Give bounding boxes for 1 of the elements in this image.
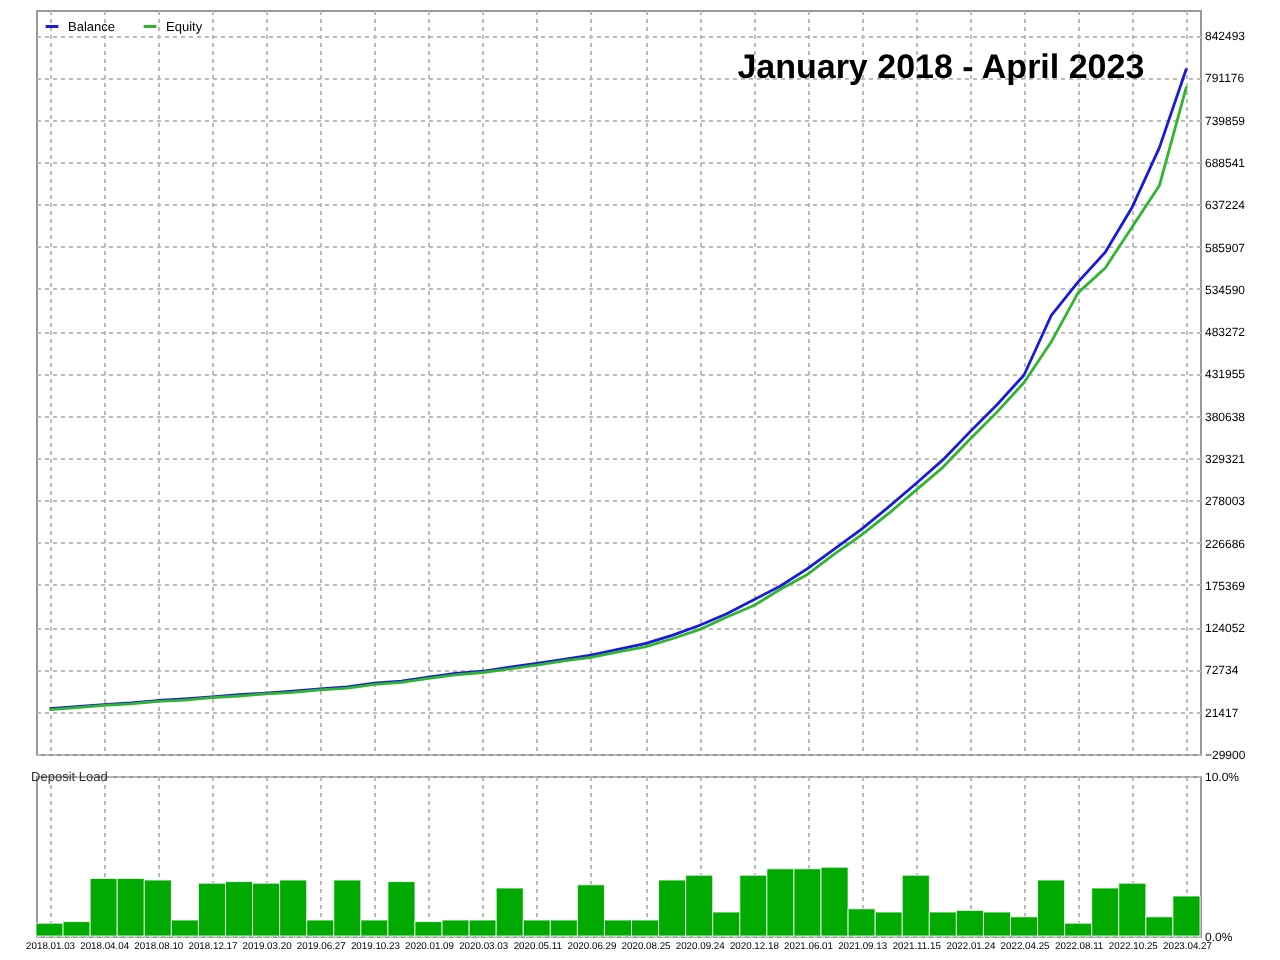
text: January 2018 - April 2023	[737, 48, 1145, 86]
